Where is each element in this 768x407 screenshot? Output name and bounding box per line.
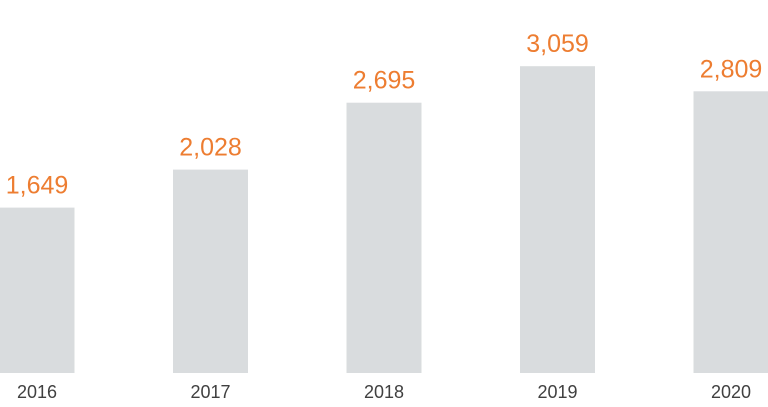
value-label-2017: 2,028	[179, 134, 242, 162]
bar-2017	[173, 169, 248, 373]
value-label-2019: 3,059	[526, 30, 589, 58]
bar-2016	[0, 207, 75, 373]
x-tick-label-2018: 2018	[364, 382, 404, 402]
x-tick-label-2017: 2017	[190, 382, 230, 402]
value-label-2018: 2,695	[353, 67, 416, 95]
x-tick-label-2020: 2020	[711, 382, 751, 402]
x-tick-label-2016: 2016	[17, 382, 57, 402]
value-label-2016: 1,649	[6, 172, 69, 200]
bar-2020	[693, 91, 768, 374]
value-labels-group: 1,649 2,028 2,695 3,059 2,809	[6, 30, 763, 199]
x-axis-tick-labels: 2016 2017 2018 2019 2020	[17, 382, 751, 402]
value-label-2020: 2,809	[700, 55, 763, 83]
bars-group	[0, 66, 768, 374]
bar-2018	[346, 102, 422, 373]
bar-2019	[520, 66, 595, 373]
x-tick-label-2019: 2019	[537, 382, 577, 402]
